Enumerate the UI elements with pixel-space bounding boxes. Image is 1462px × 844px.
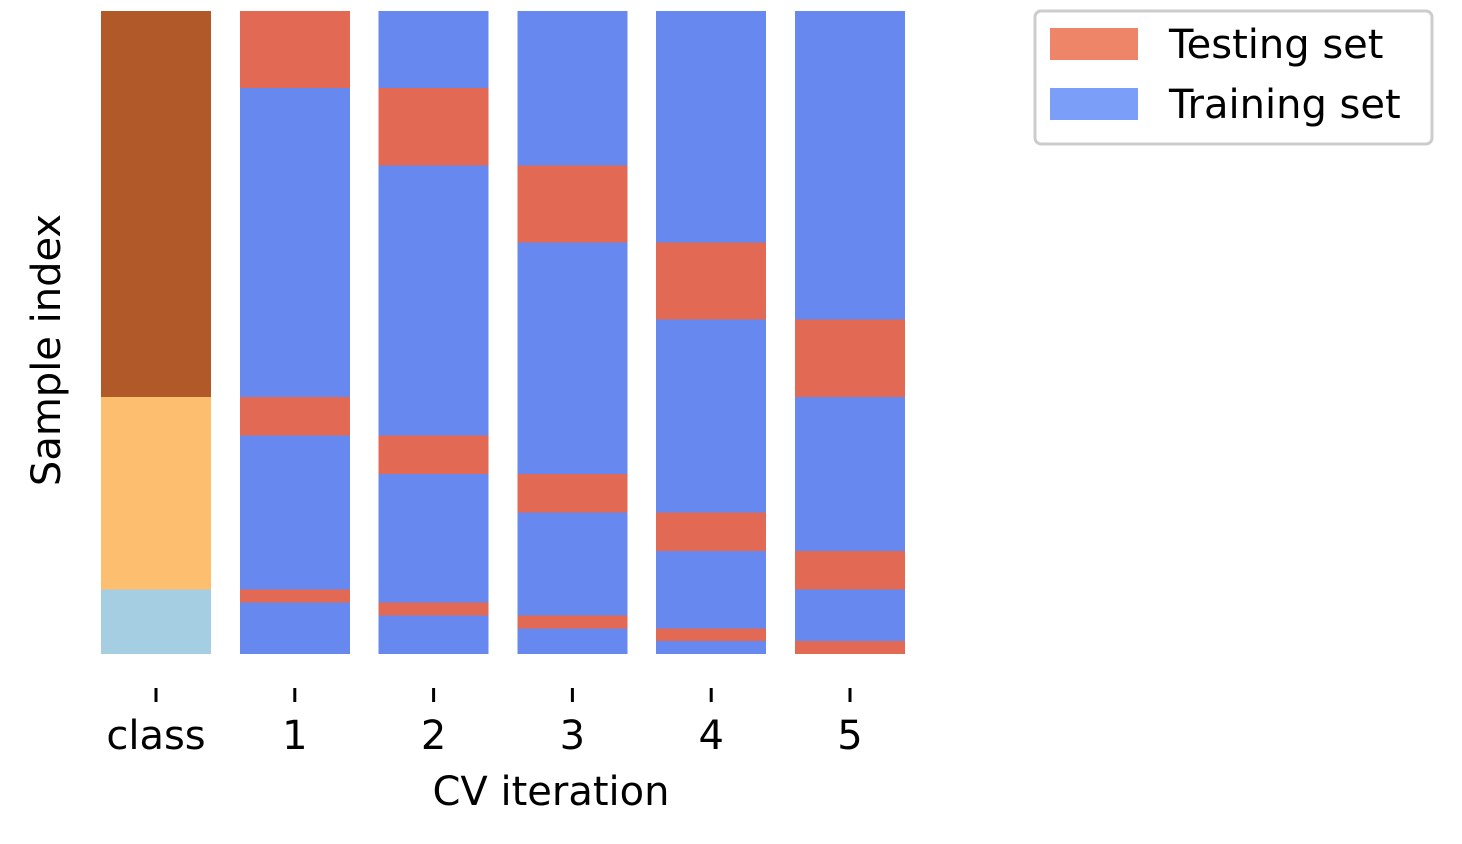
- legend-training-swatch: [1050, 88, 1138, 120]
- fold-2-test-segment-3: [378, 602, 489, 616]
- fold-1-test-segment-2: [239, 396, 350, 436]
- class-segment-0: [101, 11, 211, 397]
- fold-4-test-segment-1: [656, 242, 767, 320]
- fold-1-test-segment-3: [239, 589, 350, 603]
- bars-layer: [101, 11, 905, 654]
- fold-2-test-segment-1: [378, 88, 489, 166]
- fold-5-test-segment-1: [795, 319, 905, 397]
- fold-4-test-segment-2: [656, 512, 767, 552]
- fold-1-test-segment-1: [239, 11, 350, 89]
- fold-2-test-segment-2: [378, 435, 489, 474]
- class-segment-1: [101, 396, 211, 590]
- fold-3-training: [517, 11, 628, 654]
- fold-5-test-segment-2: [795, 551, 905, 590]
- fold-4-test-segment-3: [656, 628, 767, 642]
- class-segment-2: [101, 589, 211, 654]
- x-axis-label: CV iteration: [433, 769, 670, 815]
- x-tick-label-5: 5: [837, 713, 862, 759]
- fold-3-test-segment-2: [517, 473, 628, 513]
- fold-4-training: [656, 11, 767, 654]
- x-tick-label-3: 3: [560, 713, 585, 759]
- legend-testing-label: Testing set: [1168, 22, 1383, 68]
- x-tick-label-4: 4: [698, 713, 723, 759]
- x-tick-label-2: 2: [421, 713, 446, 759]
- legend: Testing set Training set: [1033, 9, 1434, 146]
- legend-training-label: Training set: [1168, 82, 1401, 128]
- fold-3-test-segment-1: [517, 165, 628, 243]
- y-axis-label: Sample index: [24, 214, 70, 486]
- legend-testing-swatch: [1050, 28, 1138, 60]
- x-axis-ticks: class 1 2 3 4 5: [106, 688, 863, 759]
- fold-5-test-segment-3: [795, 641, 905, 654]
- x-tick-label-class: class: [106, 713, 205, 759]
- fold-1-training: [239, 11, 350, 654]
- x-tick-label-1: 1: [282, 713, 307, 759]
- fold-3-test-segment-3: [517, 615, 628, 629]
